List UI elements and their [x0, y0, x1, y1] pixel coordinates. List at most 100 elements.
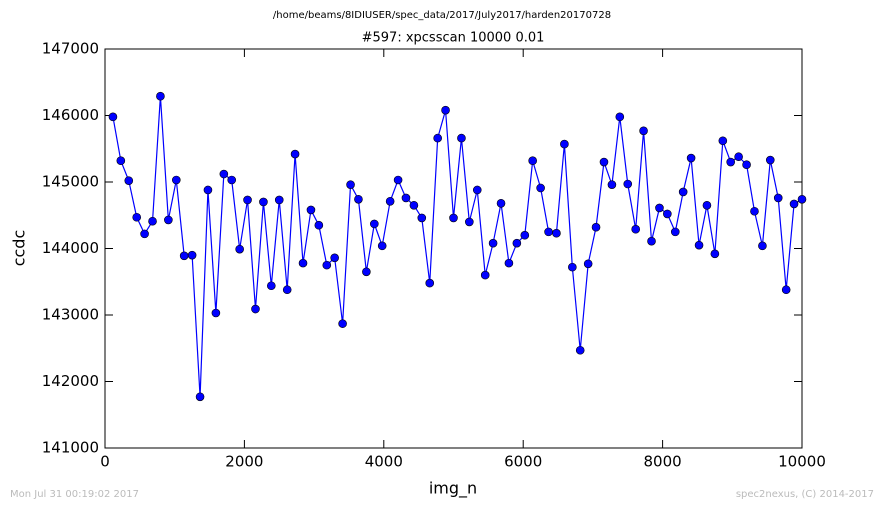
y-tick-label: 143000 [42, 306, 99, 324]
data-point [203, 185, 213, 195]
x-axis-label: img_n [429, 479, 477, 499]
data-point [758, 241, 767, 251]
data-point [678, 187, 688, 197]
data-point [259, 197, 268, 207]
data-point [164, 215, 173, 225]
data-point [536, 183, 545, 193]
data-point [568, 262, 577, 272]
data-point [457, 133, 466, 143]
data-point [401, 193, 411, 203]
data-point [544, 227, 553, 237]
data-point [631, 224, 640, 234]
footer-right: spec2nexus, (C) 2014-2017 [736, 489, 874, 500]
data-point [393, 175, 403, 185]
x-tick-label: 6000 [504, 453, 542, 471]
data-point [670, 227, 680, 237]
data-point [362, 267, 371, 277]
data-point [282, 285, 292, 295]
x-tick-label: 10000 [778, 453, 826, 471]
data-point [124, 176, 134, 185]
data-point [322, 260, 332, 270]
data-point [179, 251, 189, 261]
y-tick-label: 144000 [42, 239, 99, 257]
footer-left: Mon Jul 31 00:19:02 2017 [10, 489, 139, 500]
data-point [575, 345, 585, 355]
data-point [449, 213, 458, 223]
suptitle: /home/beams/8IDIUSER/spec_data/2017/July… [273, 10, 611, 21]
data-point [472, 185, 482, 195]
data-point [663, 209, 672, 219]
data-point [726, 157, 735, 167]
data-point [306, 205, 316, 215]
data-point [187, 250, 197, 260]
y-tick-label: 141000 [42, 439, 99, 457]
data-point [742, 160, 751, 170]
data-point [219, 169, 229, 179]
data-point [338, 319, 347, 328]
data-point [417, 213, 427, 223]
data-point [211, 308, 221, 318]
data-point [425, 278, 435, 288]
data-point [639, 126, 648, 136]
data-point [290, 149, 300, 159]
data-point [734, 152, 743, 162]
chart-title: #597: xpcsscan 10000 0.01 [362, 31, 545, 46]
data-point [520, 230, 530, 240]
data-point [480, 270, 490, 280]
data-point [385, 196, 395, 206]
data-point [243, 195, 252, 205]
data-point [354, 194, 363, 204]
data-point [599, 157, 609, 167]
data-point [314, 220, 324, 230]
data-point [370, 219, 379, 229]
data-point [298, 258, 308, 268]
data-point [116, 156, 126, 166]
data-point [710, 249, 720, 259]
data-point [441, 105, 450, 115]
data-point [156, 91, 165, 101]
x-tick-label: 4000 [365, 453, 403, 471]
data-point [797, 194, 807, 204]
data-point [789, 199, 799, 209]
data-point [686, 153, 696, 163]
data-point [274, 195, 284, 205]
data-line [112, 96, 803, 397]
data-point [655, 203, 664, 213]
data-point [346, 180, 355, 189]
x-tick-label: 8000 [644, 453, 682, 471]
data-point [195, 392, 205, 402]
data-point [465, 217, 474, 227]
data-point [148, 216, 157, 226]
data-point [235, 244, 244, 254]
data-point [433, 133, 442, 143]
data-point [718, 136, 728, 146]
y-tick-label: 146000 [42, 106, 99, 124]
data-point [409, 200, 419, 210]
data-point [583, 259, 593, 269]
data-point [488, 238, 498, 248]
data-point [552, 228, 561, 238]
data-point [765, 155, 775, 165]
data-point [694, 240, 704, 250]
data-point [330, 253, 339, 263]
data-point [560, 139, 569, 149]
x-tick-label: 0 [100, 453, 110, 471]
data-point [623, 179, 633, 189]
data-point [496, 198, 506, 208]
data-point [377, 241, 387, 251]
data-point [512, 238, 522, 248]
data-point [773, 193, 783, 203]
data-point [702, 200, 712, 210]
y-axis-label: ccdc [10, 230, 29, 267]
data-point [750, 206, 759, 216]
y-tick-label: 142000 [42, 372, 99, 390]
data-point [251, 304, 260, 314]
data-point [591, 222, 601, 232]
data-point [528, 156, 537, 166]
data-point [227, 175, 237, 185]
data-point [172, 175, 181, 185]
y-tick-label: 147000 [42, 40, 99, 58]
data-point [781, 285, 791, 295]
data-point [108, 112, 118, 122]
